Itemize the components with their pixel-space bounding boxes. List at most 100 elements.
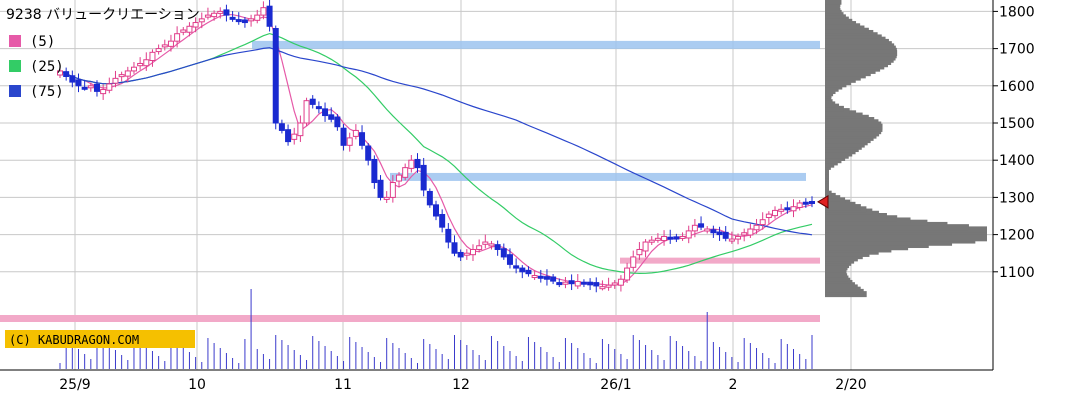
candle-body bbox=[371, 158, 378, 184]
candle-body bbox=[519, 267, 526, 273]
x-tick-label: 2 bbox=[729, 377, 738, 393]
grid-lines bbox=[0, 0, 994, 371]
candle-body bbox=[340, 127, 347, 146]
candle-body bbox=[685, 230, 692, 239]
candle-body bbox=[673, 236, 680, 240]
candle-body bbox=[223, 9, 230, 16]
candle-body bbox=[167, 40, 174, 47]
candle-body bbox=[488, 243, 495, 247]
candle-body bbox=[439, 214, 446, 228]
candle-body bbox=[537, 275, 544, 279]
last-price-marker bbox=[817, 194, 829, 209]
legend: (5) (25) (75) bbox=[9, 34, 64, 100]
candle-body bbox=[106, 83, 113, 91]
candle-body bbox=[143, 59, 150, 67]
y-tick-label: 1400 bbox=[999, 153, 1035, 169]
candle-body bbox=[396, 174, 403, 182]
candle-body bbox=[303, 100, 310, 124]
candle-body bbox=[741, 232, 748, 236]
candle-body bbox=[654, 237, 661, 241]
candle-body bbox=[309, 98, 316, 105]
candle-body bbox=[494, 244, 501, 250]
candle-body bbox=[161, 44, 168, 48]
ma-line-25 bbox=[59, 32, 813, 275]
candle-body bbox=[599, 286, 606, 290]
y-tick-label: 1600 bbox=[999, 79, 1035, 95]
candle-body bbox=[352, 129, 359, 137]
candle-body bbox=[229, 16, 236, 20]
candle-body bbox=[315, 106, 322, 110]
candle-body bbox=[525, 269, 532, 275]
profile-bar bbox=[825, 0, 842, 5]
candle-body bbox=[476, 245, 483, 250]
candle-body bbox=[778, 208, 785, 212]
y-tick-label: 1800 bbox=[999, 4, 1035, 20]
ma-line-75 bbox=[59, 47, 813, 236]
candle-body bbox=[630, 256, 637, 268]
candle-body bbox=[445, 228, 452, 243]
candle-body bbox=[69, 75, 76, 83]
candle-body bbox=[137, 62, 144, 67]
candle-body bbox=[648, 239, 655, 243]
candle-body bbox=[414, 158, 421, 169]
candle-body bbox=[506, 254, 513, 265]
candles bbox=[57, 0, 815, 293]
candle-body bbox=[550, 276, 557, 282]
candle-body bbox=[278, 123, 285, 131]
candle-body bbox=[57, 70, 63, 76]
candle-body bbox=[772, 209, 779, 217]
candle-body bbox=[285, 129, 292, 143]
candle-body bbox=[759, 219, 766, 226]
candle-body bbox=[408, 159, 415, 169]
candle-body bbox=[383, 196, 390, 200]
candle-body bbox=[211, 12, 218, 18]
candle-body bbox=[377, 179, 384, 198]
candle-body bbox=[735, 235, 742, 240]
candle-body bbox=[328, 114, 335, 120]
support-band bbox=[620, 257, 820, 264]
candle-body bbox=[451, 242, 458, 254]
candle-body bbox=[130, 66, 137, 72]
candle-body bbox=[402, 167, 409, 178]
candle-body bbox=[482, 241, 489, 245]
candle-body bbox=[784, 207, 791, 211]
candle-body bbox=[661, 235, 668, 242]
x-tick-label: 12 bbox=[452, 377, 470, 393]
legend-swatch-ma25 bbox=[9, 60, 21, 72]
candle-body bbox=[747, 228, 754, 236]
candle-body bbox=[556, 282, 563, 286]
candle-body bbox=[186, 25, 193, 33]
candle-body bbox=[217, 10, 224, 14]
candle-body bbox=[531, 275, 538, 279]
x-tick-label: 11 bbox=[334, 377, 352, 393]
resistance-band bbox=[390, 172, 806, 181]
candle-body bbox=[513, 265, 520, 269]
candle-body bbox=[248, 18, 255, 22]
candle-body bbox=[346, 137, 353, 146]
candle-body bbox=[260, 7, 267, 16]
candle-body bbox=[765, 213, 772, 218]
volume-profile bbox=[825, 0, 987, 298]
candle-body bbox=[722, 231, 729, 239]
candle-body bbox=[802, 201, 809, 205]
candle-body bbox=[587, 281, 594, 286]
candle-body bbox=[149, 51, 156, 62]
legend-label-ma75: (75) bbox=[30, 84, 64, 100]
candle-body bbox=[81, 86, 88, 90]
candle-body bbox=[124, 70, 131, 77]
candle-body bbox=[254, 14, 261, 21]
candle-body bbox=[174, 33, 181, 42]
candle-body bbox=[568, 280, 575, 285]
candle-body bbox=[463, 252, 470, 256]
y-tick-label: 1200 bbox=[999, 228, 1035, 244]
candle-body bbox=[642, 241, 649, 252]
candle-body bbox=[198, 18, 205, 23]
resistance-band bbox=[252, 40, 820, 49]
candle-body bbox=[322, 108, 329, 117]
candle-body bbox=[75, 79, 82, 87]
candle-body bbox=[63, 71, 70, 78]
candle-body bbox=[574, 280, 581, 287]
x-tick-label: 26/1 bbox=[600, 377, 631, 393]
legend-label-ma5: (5) bbox=[30, 34, 55, 50]
last-price-triangle bbox=[817, 194, 829, 209]
